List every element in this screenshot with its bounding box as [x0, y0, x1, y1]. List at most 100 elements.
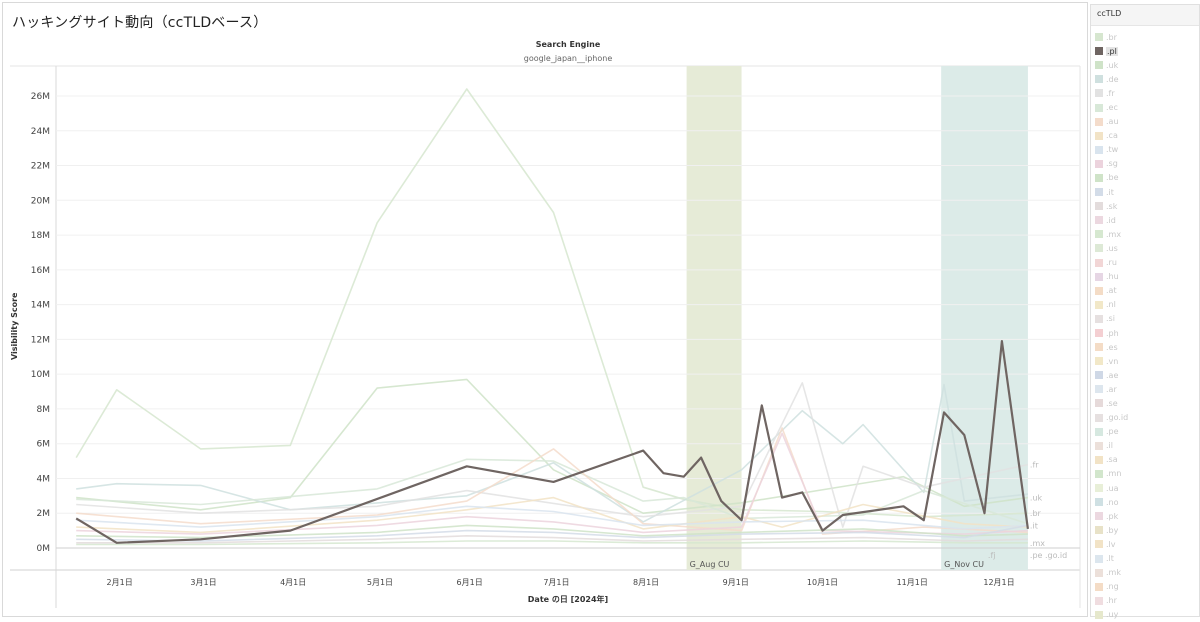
legend-swatch [1095, 540, 1103, 549]
legend-item-nl[interactable]: .nl [1095, 298, 1199, 312]
end-label: .mx [1030, 539, 1045, 548]
legend-item-pl[interactable]: .pl [1095, 44, 1199, 58]
pane-header-label: Search Engine [535, 40, 601, 49]
series-line-de [76, 383, 1028, 523]
legend-item-goid[interactable]: .go.id [1095, 411, 1199, 425]
legend-swatch [1095, 385, 1103, 394]
legend-swatch [1095, 188, 1103, 197]
legend-item-it[interactable]: .it [1095, 185, 1199, 199]
legend-item-label: .au [1106, 117, 1119, 127]
legend-item-si[interactable]: .si [1095, 312, 1199, 326]
legend-item-label: .ca [1106, 131, 1118, 141]
legend-item-lt[interactable]: .lt [1095, 551, 1199, 565]
legend-item-by[interactable]: .by [1095, 523, 1199, 537]
legend-item-es[interactable]: .es [1095, 340, 1199, 354]
legend-swatch [1095, 329, 1103, 338]
y-tick-label: 24M [31, 127, 50, 137]
series-line-ca [76, 496, 1028, 534]
legend-item-label: .at [1106, 286, 1117, 296]
series-line-sk [76, 534, 1028, 544]
legend-item-label: .fr [1106, 88, 1115, 98]
legend-item-mk[interactable]: .mk [1095, 566, 1199, 580]
legend-item-lv[interactable]: .lv [1095, 537, 1199, 551]
legend-swatch [1095, 582, 1103, 591]
legend-item-il[interactable]: .il [1095, 439, 1199, 453]
legend-item-label: .pe [1106, 427, 1119, 437]
legend-swatch [1095, 427, 1103, 436]
legend-swatch [1095, 498, 1103, 507]
y-tick-label: 18M [31, 231, 50, 241]
legend-item-uk[interactable]: .uk [1095, 58, 1199, 72]
legend-item-label: .mx [1106, 229, 1122, 239]
end-label: .pe .go.id [1030, 551, 1067, 560]
legend-item-au[interactable]: .au [1095, 115, 1199, 129]
legend-item-ar[interactable]: .ar [1095, 382, 1199, 396]
legend-item-hr[interactable]: .hr [1095, 594, 1199, 608]
legend-swatch [1095, 610, 1103, 619]
legend-item-us[interactable]: .us [1095, 241, 1199, 255]
legend-item-label: .si [1106, 314, 1115, 324]
legend-item-no[interactable]: .no [1095, 495, 1199, 509]
legend-title: ccTLD [1091, 5, 1199, 26]
legend-item-label: .us [1106, 243, 1118, 253]
legend-swatch [1095, 216, 1103, 225]
legend-item-label: .go.id [1106, 413, 1129, 423]
legend-item-label: .sg [1106, 159, 1118, 169]
x-tick-label: 11月1日 [897, 578, 928, 587]
legend-item-ae[interactable]: .ae [1095, 368, 1199, 382]
legend-item-mn[interactable]: .mn [1095, 467, 1199, 481]
legend-swatch [1095, 202, 1103, 211]
legend-item-sa[interactable]: .sa [1095, 453, 1199, 467]
legend-list: .br .pl .uk .de .fr .ec .au .ca .tw .sg .be .it .sk.… [1091, 26, 1199, 622]
legend-item-label: .no [1106, 497, 1119, 507]
legend-item-se[interactable]: .se [1095, 396, 1199, 410]
legend-swatch [1095, 244, 1103, 253]
legend-item-label: .ua [1106, 483, 1119, 493]
legend-item-br[interactable]: .br [1095, 30, 1199, 44]
legend-swatch [1095, 173, 1103, 182]
legend-item-label: .br [1106, 32, 1117, 42]
legend-item-uy[interactable]: .uy [1095, 608, 1199, 622]
legend-item-label: .de [1106, 74, 1119, 84]
legend-item-at[interactable]: .at [1095, 284, 1199, 298]
legend-item-fr[interactable]: .fr [1095, 86, 1199, 100]
legend-item-mx[interactable]: .mx [1095, 227, 1199, 241]
legend-swatch [1095, 286, 1103, 295]
legend-swatch [1095, 131, 1103, 140]
legend-item-ec[interactable]: .ec [1095, 100, 1199, 114]
legend-item-hu[interactable]: .hu [1095, 270, 1199, 284]
legend-swatch [1095, 371, 1103, 380]
legend-swatch [1095, 258, 1103, 267]
legend-item-label: .ar [1106, 384, 1117, 394]
legend-item-label: .ru [1106, 258, 1117, 268]
legend-swatch [1095, 230, 1103, 239]
legend-swatch [1095, 33, 1103, 42]
end-label: .fr [1030, 461, 1039, 470]
legend-swatch [1095, 455, 1103, 464]
legend-item-ua[interactable]: .ua [1095, 481, 1199, 495]
legend-item-label: .ng [1106, 582, 1119, 592]
legend-item-be[interactable]: .be [1095, 171, 1199, 185]
legend-item-sg[interactable]: .sg [1095, 157, 1199, 171]
legend-swatch [1095, 526, 1103, 535]
legend-item-ng[interactable]: .ng [1095, 580, 1199, 594]
y-tick-label: 22M [31, 162, 50, 172]
legend-item-pe[interactable]: .pe [1095, 425, 1199, 439]
legend-item-id[interactable]: .id [1095, 213, 1199, 227]
legend-item-pk[interactable]: .pk [1095, 509, 1199, 523]
legend-item-label: .nl [1106, 300, 1116, 310]
legend-item-de[interactable]: .de [1095, 72, 1199, 86]
legend-item-ru[interactable]: .ru [1095, 256, 1199, 270]
legend-item-label: .se [1106, 398, 1118, 408]
legend-item-vn[interactable]: .vn [1095, 354, 1199, 368]
legend-swatch [1095, 89, 1103, 98]
series-line-mx [76, 540, 1028, 546]
legend-item-ph[interactable]: .ph [1095, 326, 1199, 340]
legend-item-tw[interactable]: .tw [1095, 143, 1199, 157]
x-axis-title: Date の日 [2024年] [527, 595, 609, 604]
legend-swatch [1095, 145, 1103, 154]
legend-item-ca[interactable]: .ca [1095, 129, 1199, 143]
legend-item-sk[interactable]: .sk [1095, 199, 1199, 213]
series-line-ec [76, 458, 1029, 525]
legend-swatch [1095, 568, 1103, 577]
